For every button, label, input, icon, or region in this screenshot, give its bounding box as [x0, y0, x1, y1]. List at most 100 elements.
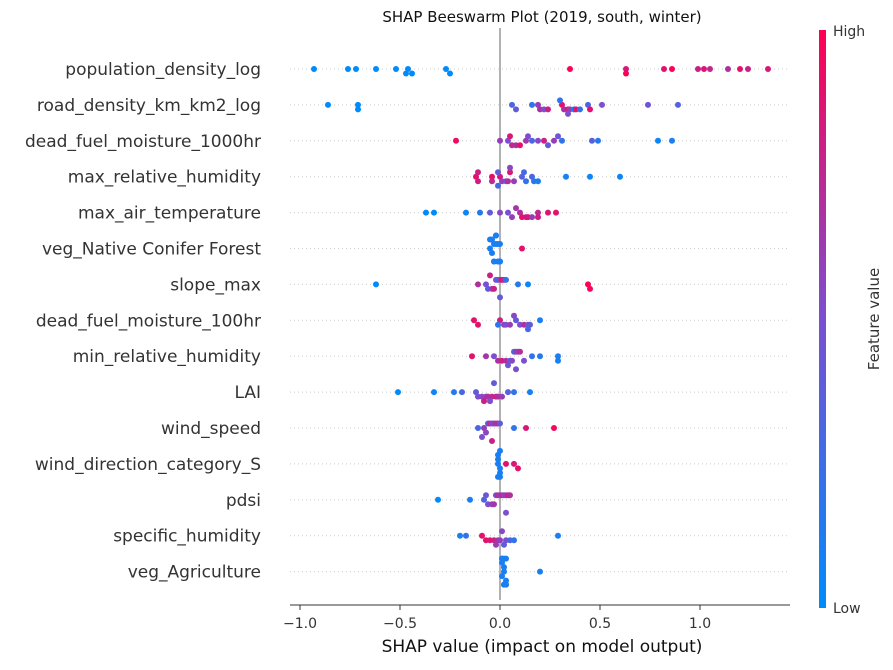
data-point: [505, 137, 511, 144]
feature-label: max_relative_humidity: [68, 168, 261, 188]
data-point: [513, 366, 519, 373]
data-point: [447, 70, 453, 77]
data-point: [507, 164, 513, 171]
data-point: [529, 353, 535, 360]
data-point: [669, 66, 675, 72]
data-point: [489, 250, 495, 256]
data-point: [355, 106, 361, 113]
data-point: [513, 106, 519, 113]
data-point: [497, 420, 503, 427]
data-point: [497, 294, 503, 301]
data-point: [469, 353, 475, 360]
colorbar: [819, 30, 826, 608]
x-tick-label: 1.0: [689, 616, 711, 632]
data-point: [487, 272, 493, 279]
data-point: [497, 465, 503, 472]
data-point: [567, 66, 573, 72]
x-tick-label: −1.0: [283, 616, 317, 632]
data-point: [557, 97, 563, 104]
data-point: [505, 389, 511, 396]
data-point: [483, 281, 489, 288]
data-point: [655, 137, 661, 144]
data-point: [509, 214, 515, 221]
data-point: [497, 317, 503, 324]
data-point: [515, 465, 521, 472]
data-point: [623, 70, 629, 77]
feature-label: LAI: [234, 383, 261, 403]
colorbar-title: Feature value: [865, 268, 883, 370]
data-point: [505, 362, 511, 369]
feature-label: wind_direction_category_S: [35, 455, 261, 475]
data-point: [565, 110, 571, 117]
data-point: [471, 317, 477, 324]
data-point: [491, 501, 497, 508]
data-point: [517, 209, 523, 216]
data-point: [661, 66, 667, 72]
data-point: [501, 541, 507, 548]
data-point: [513, 317, 519, 324]
data-point: [535, 101, 541, 108]
feature-label: max_air_temperature: [78, 204, 261, 224]
data-point: [545, 142, 551, 149]
data-point: [737, 66, 743, 72]
data-point: [525, 133, 531, 140]
data-point: [483, 353, 489, 360]
data-point: [509, 101, 515, 108]
data-point: [645, 101, 651, 108]
data-point: [481, 425, 487, 431]
data-point: [405, 66, 411, 72]
data-point: [495, 169, 501, 176]
data-point: [395, 389, 401, 396]
feature-label: veg_Agriculture: [128, 563, 261, 583]
data-point: [495, 321, 501, 328]
data-point: [475, 281, 481, 288]
data-point: [523, 178, 529, 185]
data-point: [373, 66, 379, 72]
feature-label: population_density_log: [65, 60, 261, 80]
data-point: [467, 496, 473, 503]
data-point: [491, 353, 497, 360]
feature-label: wind_speed: [161, 419, 261, 439]
data-point: [559, 137, 565, 144]
data-point: [493, 541, 499, 548]
data-point: [373, 281, 379, 288]
data-point: [555, 532, 561, 539]
data-point: [585, 101, 591, 108]
data-point: [409, 70, 415, 77]
data-point: [527, 389, 533, 396]
data-point: [487, 236, 493, 243]
data-point: [517, 142, 523, 149]
data-point: [487, 398, 493, 405]
data-point: [473, 389, 479, 396]
data-point: [669, 137, 675, 144]
data-point: [511, 460, 517, 467]
data-point: [529, 137, 535, 144]
data-point: [475, 321, 481, 328]
data-point: [515, 281, 521, 288]
data-point: [587, 285, 593, 292]
data-point: [463, 532, 469, 539]
data-point: [481, 496, 487, 503]
data-point: [537, 568, 543, 575]
data-point: [535, 137, 541, 144]
data-point: [483, 492, 489, 499]
data-point: [491, 380, 497, 387]
colorbar-low-label: Low: [833, 601, 861, 617]
data-point: [499, 555, 505, 562]
row-gridlines: [290, 68, 790, 573]
data-point: [499, 528, 505, 535]
data-point: [511, 312, 517, 319]
data-point: [325, 101, 331, 108]
data-point: [423, 209, 429, 216]
data-point: [517, 348, 523, 355]
data-point: [551, 425, 557, 431]
feature-label: min_relative_humidity: [73, 347, 261, 367]
data-point: [555, 133, 561, 140]
data-point: [353, 66, 359, 72]
data-point: [521, 357, 527, 364]
data-point: [489, 178, 495, 185]
x-tick-label: 0.0: [489, 616, 511, 632]
feature-label: specific_humidity: [113, 527, 261, 547]
data-point: [503, 581, 509, 588]
